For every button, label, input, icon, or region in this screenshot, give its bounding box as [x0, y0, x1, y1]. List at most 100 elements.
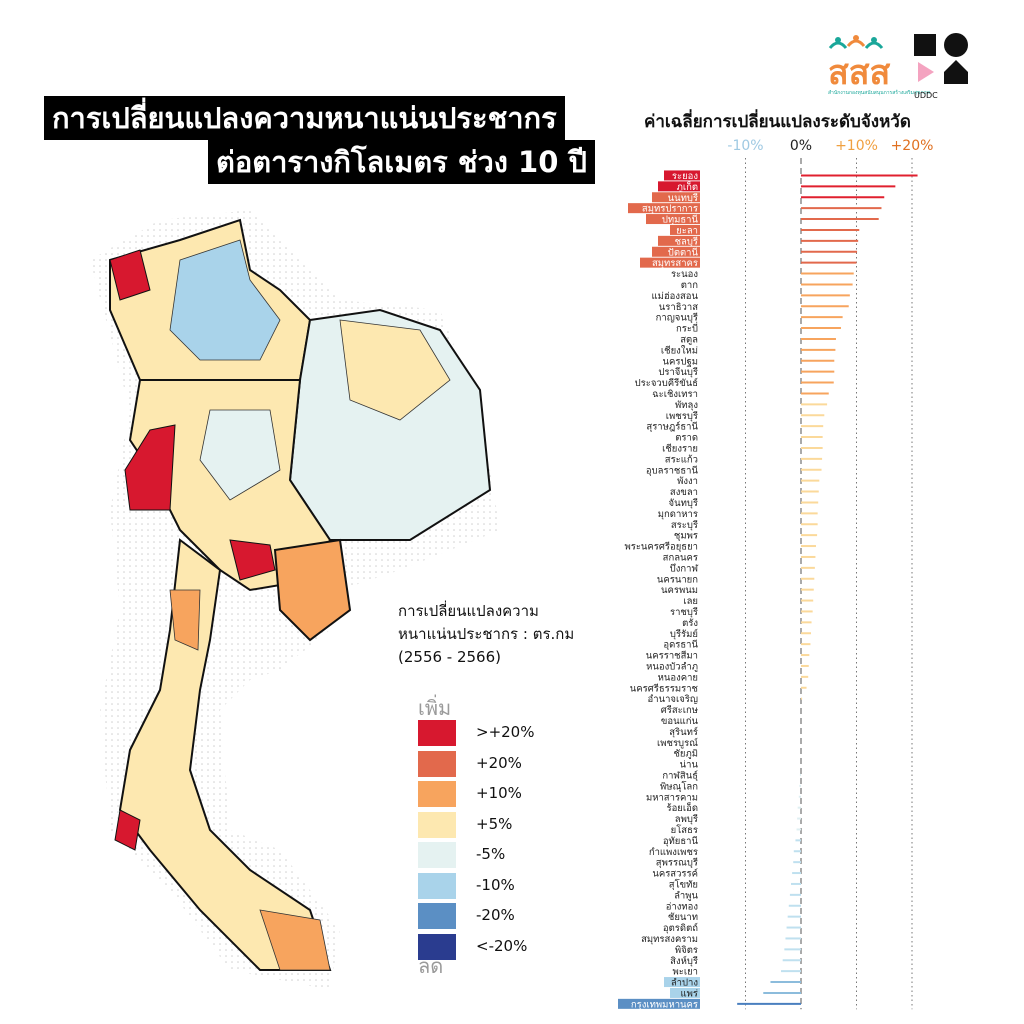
legend-item: -10%: [418, 872, 598, 899]
map-north-red: [109, 249, 151, 301]
category-label: เพชรบุรี: [666, 410, 698, 422]
uddc-logo: UDDC: [914, 33, 968, 100]
category-label: เพชรบูรณ์: [657, 737, 698, 749]
map-deep-south: [259, 909, 331, 971]
category-label: สระบุรี: [671, 519, 698, 531]
category-label: อุดรธานี: [663, 639, 698, 651]
map-northeast-sand: [339, 319, 451, 421]
legend-swatch: [418, 811, 456, 838]
logos: สสส สำนักงานกองทุนสนับสนุนการสร้างเสริมส…: [826, 32, 976, 110]
legend-item: +20%: [418, 750, 598, 777]
category-label: สมุทรสงคราม: [641, 934, 698, 945]
category-label: บุรีรัมย์: [670, 628, 698, 640]
category-label: ระยอง: [672, 171, 698, 182]
category-label: เชียงใหม่: [661, 344, 698, 356]
category-label: หนองบัวลำภู: [646, 661, 698, 672]
category-label: นราธิวาส: [659, 302, 698, 313]
legend-title-line-3: (2556 - 2566): [398, 648, 502, 666]
legend-title-line-1: การเปลี่ยนแปลงความ: [398, 602, 539, 620]
category-label: ตราด: [675, 433, 698, 444]
category-label: ลำปาง: [671, 978, 698, 989]
category-label: ปราจีนบุรี: [658, 366, 698, 378]
category-label-highlight: [652, 246, 700, 257]
category-label: นครพนม: [661, 585, 698, 596]
tick-label: +20%: [891, 138, 934, 154]
category-label: จันทบุรี: [669, 497, 698, 509]
category-label: เชียงราย: [662, 442, 698, 454]
sss-logo-text: สสส: [828, 53, 891, 93]
category-label: นครศรีธรรมราช: [630, 682, 699, 694]
category-label: สมุทรปราการ: [642, 204, 698, 215]
map-east: [273, 538, 352, 642]
category-label: ชลบุรี: [675, 235, 698, 247]
category-label: แม่ฮ่องสอน: [651, 291, 698, 302]
legend-item: -5%: [418, 842, 598, 868]
category-label: สกลนคร: [663, 552, 698, 563]
sss-logo: สสส สำนักงานกองทุนสนับสนุนการสร้างเสริมส…: [828, 35, 930, 96]
legend-label: -10%: [476, 875, 515, 894]
category-label: นครราชสีมา: [646, 650, 698, 662]
legend-label: -5%: [476, 845, 506, 863]
category-label: พิจิตร: [675, 945, 698, 956]
category-label: ตาก: [681, 280, 699, 291]
legend-label: >+20%: [476, 723, 535, 741]
tick-label: -10%: [727, 138, 763, 154]
legend-swatch: [418, 933, 456, 960]
category-label: ชุมพร: [674, 531, 698, 542]
legend-item: +10%: [418, 781, 598, 807]
category-label: อุตรดิตถ์: [663, 922, 698, 934]
category-label: สุรินทร์: [669, 726, 698, 738]
category-label-highlight: [670, 987, 700, 998]
category-label: น่าน: [680, 760, 699, 771]
category-label: สุโขทัย: [669, 878, 698, 890]
category-label: ปทุมธานี: [662, 214, 699, 226]
legend-title-line-2: หนาแน่นประชากร : ตร.กม: [398, 625, 575, 643]
tick-label: +10%: [835, 138, 878, 154]
main-title-line-1: การเปลี่ยนแปลงความหนาแน่นประชากร: [44, 96, 565, 140]
category-label: อำนาจเจริญ: [648, 694, 698, 705]
category-label: พัทลุง: [675, 400, 698, 411]
legend-label: <-20%: [476, 936, 528, 955]
category-label: ราชบุรี: [670, 606, 698, 618]
legend-swatch: [418, 720, 456, 746]
category-label: สุราษฎร์ธานี: [646, 421, 698, 433]
map-south-orange: [169, 589, 201, 651]
category-label: ลำพูน: [674, 890, 698, 901]
uddc-logo-text: UDDC: [914, 91, 938, 100]
category-label: ยะลา: [676, 225, 698, 236]
category-label: ลพบุรี: [675, 813, 698, 825]
category-label: กำแพงเพชร: [649, 847, 698, 858]
category-label: ประจวบคีรีขันธ์: [635, 377, 698, 389]
legend-title: การเปลี่ยนแปลงความ หนาแน่นประชากร : ตร.ก…: [398, 600, 638, 669]
category-label-highlight: [658, 235, 700, 246]
legend-swatch: [418, 872, 456, 899]
map-central-blue: [199, 409, 281, 501]
category-label-highlight: [658, 181, 700, 192]
category-label: หนองคาย: [658, 672, 698, 683]
sss-people-icon: [828, 35, 884, 49]
map-bangkok-red: [229, 539, 276, 581]
category-label-highlight: [646, 214, 700, 225]
category-label: อุบลราชธานี: [646, 464, 699, 476]
map-south-red: [114, 809, 141, 851]
tick-label: 0%: [790, 138, 812, 154]
category-label: ชัยภูมิ: [673, 749, 698, 760]
category-label-highlight: [618, 998, 700, 1009]
category-label: ร้อยเอ็ด: [667, 801, 699, 814]
legend-label: -20%: [476, 906, 515, 924]
category-label: ยโสธร: [671, 824, 698, 836]
category-label: พังงา: [677, 476, 698, 487]
category-label: สิงห์บุรี: [670, 955, 698, 967]
legend-item: <-20%: [418, 933, 598, 960]
legend-item: >+20%: [418, 720, 598, 746]
category-label: กาญจนบุรี: [656, 312, 698, 324]
category-label: นครปฐม: [663, 356, 699, 367]
category-label: ปัตตานี: [668, 246, 699, 258]
map-north-blue: [169, 239, 281, 361]
category-label: กรุงเทพมหานคร: [631, 999, 698, 1010]
category-label: ขอนแก่น: [661, 716, 699, 727]
legend-decrease-label: ลด: [418, 954, 444, 978]
category-label: สุพรรณบุรี: [656, 857, 698, 869]
category-label: นครสวรรค์: [652, 868, 698, 880]
category-label: ระนอง: [671, 269, 698, 280]
